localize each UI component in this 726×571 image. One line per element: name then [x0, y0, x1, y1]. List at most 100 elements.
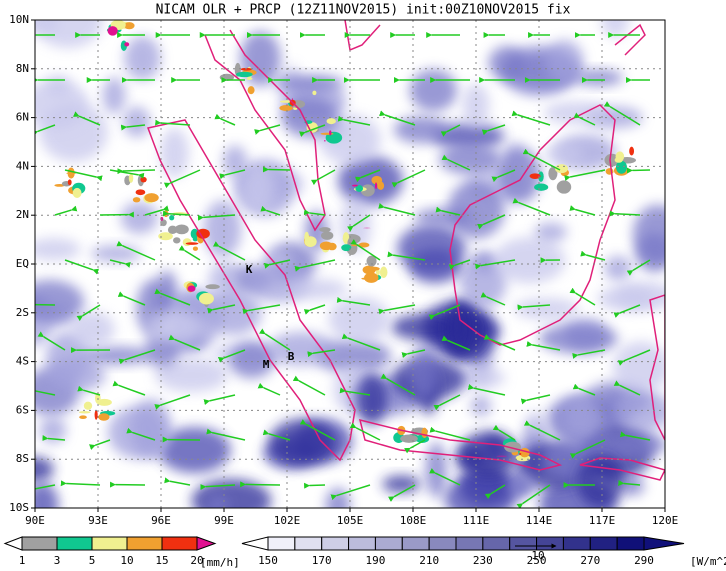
lon-label: 114E: [526, 514, 553, 527]
wind-arrow: [626, 259, 651, 276]
lon-label: 108E: [400, 514, 427, 527]
legend-box: [56, 536, 93, 551]
wind-arrow: [441, 154, 471, 171]
wind-arrow: [480, 291, 506, 306]
rain-cell: [67, 179, 72, 186]
wind-arrow: [200, 483, 236, 490]
wind-arrow: [520, 394, 551, 405]
legend-box: [589, 536, 618, 551]
cloud: [391, 313, 460, 341]
wind-arrow: [35, 484, 56, 490]
lat-label: EQ: [16, 257, 29, 270]
wind-arrow: [240, 481, 281, 488]
rain-cell: [124, 22, 135, 30]
wind-arrow: [474, 259, 516, 270]
wind-arrow: [511, 110, 551, 126]
rain-cell: [98, 413, 110, 421]
wind-arrow: [573, 112, 596, 126]
legend-label: 170: [312, 554, 332, 567]
legend-box: [428, 536, 457, 551]
rain-cell: [312, 90, 317, 96]
legend-unit: [mm/h]: [200, 556, 240, 569]
legend-label: 250: [527, 554, 547, 567]
rain-cell: [96, 398, 112, 406]
rain-cell: [279, 105, 293, 112]
cloud: [70, 311, 115, 348]
wind-arrow: [54, 205, 78, 216]
rain-cell: [107, 26, 118, 36]
wind-arrow: [440, 124, 461, 137]
wind-arrow: [349, 422, 381, 441]
rain-cell: [519, 452, 522, 456]
rain-cell: [128, 173, 134, 183]
wind-arrow: [609, 210, 641, 217]
legend-unit: [W/m^2]: [690, 555, 726, 568]
legend-tri: [241, 536, 269, 551]
cloud: [612, 341, 665, 393]
legend-label: 10: [120, 554, 133, 567]
wind-arrow: [37, 331, 66, 351]
wind-arrow: [162, 210, 191, 217]
cloud: [356, 373, 388, 425]
rain-cell: [124, 42, 130, 47]
legend-label: 3: [54, 554, 61, 567]
lon-label: 93E: [88, 514, 108, 527]
station-label: M: [263, 358, 270, 371]
wind-arrow: [429, 426, 471, 441]
rain-cell: [319, 241, 333, 251]
lat-label: 6S: [16, 403, 29, 416]
cloud: [545, 143, 584, 165]
cloud: [496, 147, 542, 204]
lon-label: 117E: [589, 514, 616, 527]
cloud: [102, 77, 126, 115]
cloud: [90, 245, 142, 262]
rain-cell: [66, 172, 76, 175]
wind-arrow: [603, 101, 641, 126]
wind-arrow: [467, 384, 506, 396]
rain-cell: [190, 228, 199, 240]
rain-cell: [132, 197, 141, 203]
rain-cell: [72, 187, 82, 198]
cloud: [601, 20, 630, 38]
cloud: [525, 411, 548, 438]
cloud: [338, 156, 404, 206]
wind-arrow: [164, 477, 191, 486]
cloud: [544, 101, 608, 125]
cloud: [274, 74, 345, 92]
rain-cell: [400, 434, 418, 443]
wind-arrow: [35, 124, 56, 137]
wind-arrow: [42, 435, 66, 442]
wind-arrow: [618, 479, 641, 486]
wind-arrow: [569, 205, 596, 216]
legend-tri: [196, 536, 217, 551]
lon-label: 105E: [337, 514, 364, 527]
rain-cell: [366, 255, 377, 267]
wind-arrow: [292, 375, 326, 396]
rain-cell: [246, 77, 253, 81]
rain-cell: [421, 427, 428, 439]
cloud: [409, 69, 458, 112]
wind-arrow: [580, 250, 606, 261]
rain-cell: [94, 410, 98, 420]
legend-label: 270: [580, 554, 600, 567]
cloud: [506, 473, 532, 498]
cloud: [222, 145, 248, 178]
lat-label: 8S: [16, 452, 29, 465]
rain-cell: [329, 130, 332, 136]
cloud: [46, 357, 106, 393]
wind-arrow: [517, 304, 551, 311]
wind-arrow: [212, 241, 246, 261]
cloud: [158, 427, 231, 474]
title: NICAM OLR + PRCP (12Z11NOV2015) init:00Z…: [156, 3, 571, 18]
wind-arrow: [76, 304, 101, 322]
legend-label: 15: [155, 554, 168, 567]
cloud: [287, 278, 347, 300]
rain-cell: [375, 268, 380, 276]
wind-arrow: [380, 373, 416, 396]
lat-label: 4S: [16, 355, 29, 368]
station-label: K: [246, 263, 253, 276]
rain-cell: [174, 224, 189, 235]
legend-tri: [3, 536, 23, 551]
rain-cell: [496, 455, 508, 457]
wind-arrow: [572, 383, 596, 396]
